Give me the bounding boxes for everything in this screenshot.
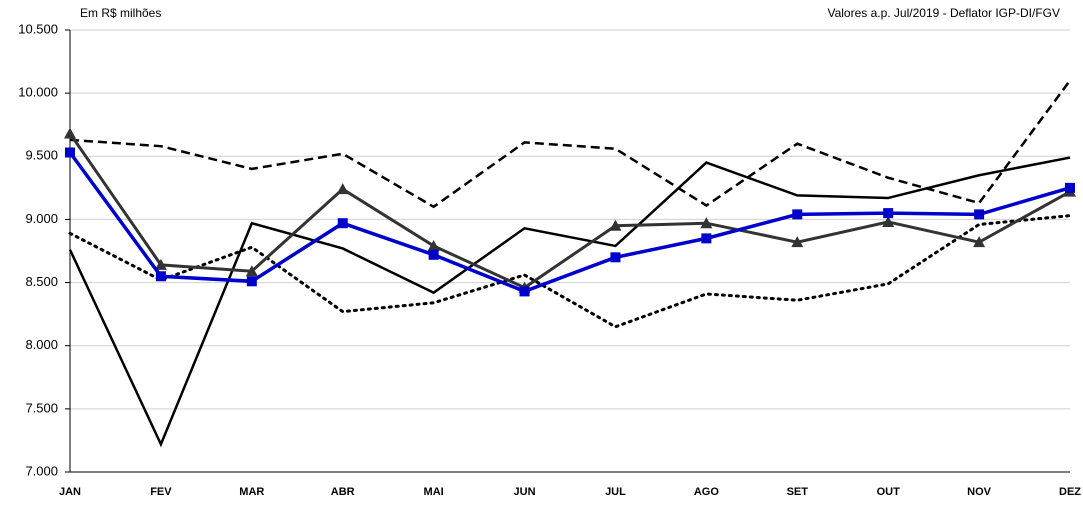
marker	[883, 208, 894, 219]
x-tick-label: JUN	[514, 486, 536, 498]
marker	[336, 183, 349, 195]
series-line	[69, 79, 1072, 209]
marker	[245, 265, 258, 277]
x-tick-label: ABR	[331, 486, 355, 498]
y-tick-label: 9.000	[25, 211, 58, 226]
marker	[428, 249, 439, 260]
y-tick-label: 7.500	[25, 400, 58, 415]
marker	[701, 233, 712, 244]
marker	[155, 271, 166, 282]
series-line	[68, 151, 1071, 294]
y-tick-label: 9.500	[25, 148, 58, 163]
marker	[974, 209, 985, 220]
series-line	[68, 156, 1071, 448]
y-tick-label: 8.500	[25, 274, 58, 289]
marker	[1065, 182, 1075, 193]
x-tick-label: DEZ	[1059, 486, 1081, 498]
x-tick-label: AGO	[694, 486, 720, 498]
marker	[64, 127, 76, 139]
y-tick-label: 8.000	[25, 337, 58, 352]
marker	[610, 252, 621, 263]
chart-title: Em R$ milhões	[80, 6, 161, 20]
marker	[154, 258, 167, 270]
marker	[973, 236, 986, 248]
y-tick-label: 7.000	[25, 463, 58, 478]
y-tick-label: 10.500	[18, 21, 58, 36]
marker	[792, 209, 803, 220]
x-tick-label: OUT	[877, 486, 901, 498]
marker	[65, 147, 75, 158]
x-tick-label: JAN	[59, 486, 81, 498]
marker	[609, 219, 622, 231]
marker	[700, 217, 713, 229]
y-tick-label: 10.000	[18, 85, 58, 100]
marker	[882, 215, 895, 227]
marker	[427, 239, 440, 251]
series-line	[68, 214, 1072, 329]
marker	[519, 286, 530, 297]
x-tick-label: MAI	[424, 486, 444, 498]
marker	[246, 276, 257, 287]
marker	[791, 236, 804, 248]
chart-subtitle: Valores a.p. Jul/2019 - Deflator IGP-DI/…	[827, 6, 1060, 20]
marker	[337, 218, 348, 229]
x-tick-label: JUL	[605, 486, 626, 498]
x-tick-label: NOV	[967, 486, 992, 498]
x-tick-label: SET	[787, 486, 809, 498]
x-tick-label: MAR	[239, 486, 264, 498]
x-tick-label: FEV	[150, 486, 172, 498]
series-line	[68, 132, 1071, 290]
